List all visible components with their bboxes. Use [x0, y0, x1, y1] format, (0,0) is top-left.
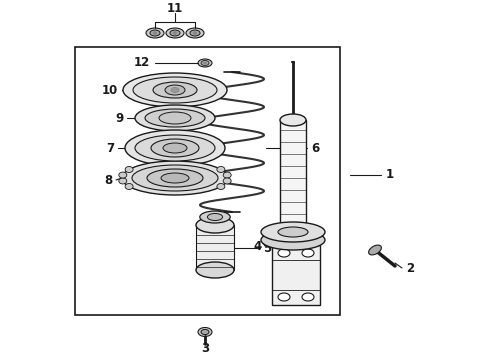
- Ellipse shape: [125, 184, 133, 189]
- Bar: [75, 47, 339, 315]
- Ellipse shape: [171, 87, 179, 93]
- Ellipse shape: [201, 329, 208, 334]
- Text: 7: 7: [106, 141, 114, 154]
- Ellipse shape: [123, 73, 226, 107]
- Text: 4: 4: [253, 239, 262, 252]
- Ellipse shape: [280, 224, 305, 236]
- Ellipse shape: [153, 82, 197, 98]
- Ellipse shape: [302, 249, 313, 257]
- Ellipse shape: [302, 293, 313, 301]
- Ellipse shape: [135, 105, 215, 131]
- Ellipse shape: [223, 178, 231, 184]
- Ellipse shape: [159, 112, 191, 124]
- Ellipse shape: [196, 262, 234, 278]
- Text: 11: 11: [166, 1, 183, 14]
- Bar: [271, 245, 319, 305]
- Ellipse shape: [198, 59, 212, 67]
- Ellipse shape: [135, 135, 215, 161]
- Ellipse shape: [196, 217, 234, 233]
- Text: 12: 12: [134, 57, 150, 69]
- Ellipse shape: [122, 161, 227, 195]
- Ellipse shape: [200, 211, 230, 223]
- Ellipse shape: [261, 222, 325, 242]
- Ellipse shape: [170, 30, 180, 36]
- Ellipse shape: [217, 166, 224, 172]
- Ellipse shape: [190, 30, 200, 36]
- Ellipse shape: [125, 130, 224, 166]
- Ellipse shape: [145, 109, 204, 127]
- Text: 2: 2: [405, 261, 413, 274]
- Ellipse shape: [223, 172, 231, 178]
- Ellipse shape: [125, 166, 133, 172]
- Ellipse shape: [153, 31, 157, 35]
- Ellipse shape: [278, 293, 289, 301]
- Ellipse shape: [146, 28, 163, 38]
- Ellipse shape: [203, 62, 206, 64]
- Ellipse shape: [165, 28, 183, 38]
- Ellipse shape: [147, 169, 203, 187]
- Ellipse shape: [161, 173, 189, 183]
- Ellipse shape: [119, 178, 126, 184]
- Ellipse shape: [119, 172, 126, 178]
- Ellipse shape: [150, 30, 160, 36]
- Ellipse shape: [207, 213, 222, 220]
- Text: 1: 1: [385, 168, 393, 181]
- Text: 8: 8: [103, 174, 112, 186]
- Ellipse shape: [280, 114, 305, 126]
- Ellipse shape: [163, 143, 186, 153]
- Ellipse shape: [164, 85, 184, 95]
- Text: 5: 5: [263, 242, 270, 255]
- Text: 10: 10: [102, 84, 118, 96]
- Ellipse shape: [185, 28, 203, 38]
- Ellipse shape: [261, 230, 325, 250]
- Ellipse shape: [173, 31, 177, 35]
- Text: 9: 9: [116, 112, 124, 125]
- Bar: [282, 230, 304, 245]
- Bar: [196, 225, 234, 270]
- Text: 6: 6: [310, 141, 319, 154]
- Ellipse shape: [151, 139, 199, 157]
- Ellipse shape: [201, 60, 208, 66]
- Ellipse shape: [132, 165, 218, 191]
- Ellipse shape: [133, 77, 217, 103]
- Text: 3: 3: [201, 342, 209, 355]
- Bar: [280, 120, 305, 230]
- Ellipse shape: [278, 227, 307, 237]
- Ellipse shape: [217, 184, 224, 189]
- Ellipse shape: [198, 328, 212, 337]
- Ellipse shape: [368, 245, 381, 255]
- Ellipse shape: [193, 31, 197, 35]
- Ellipse shape: [278, 249, 289, 257]
